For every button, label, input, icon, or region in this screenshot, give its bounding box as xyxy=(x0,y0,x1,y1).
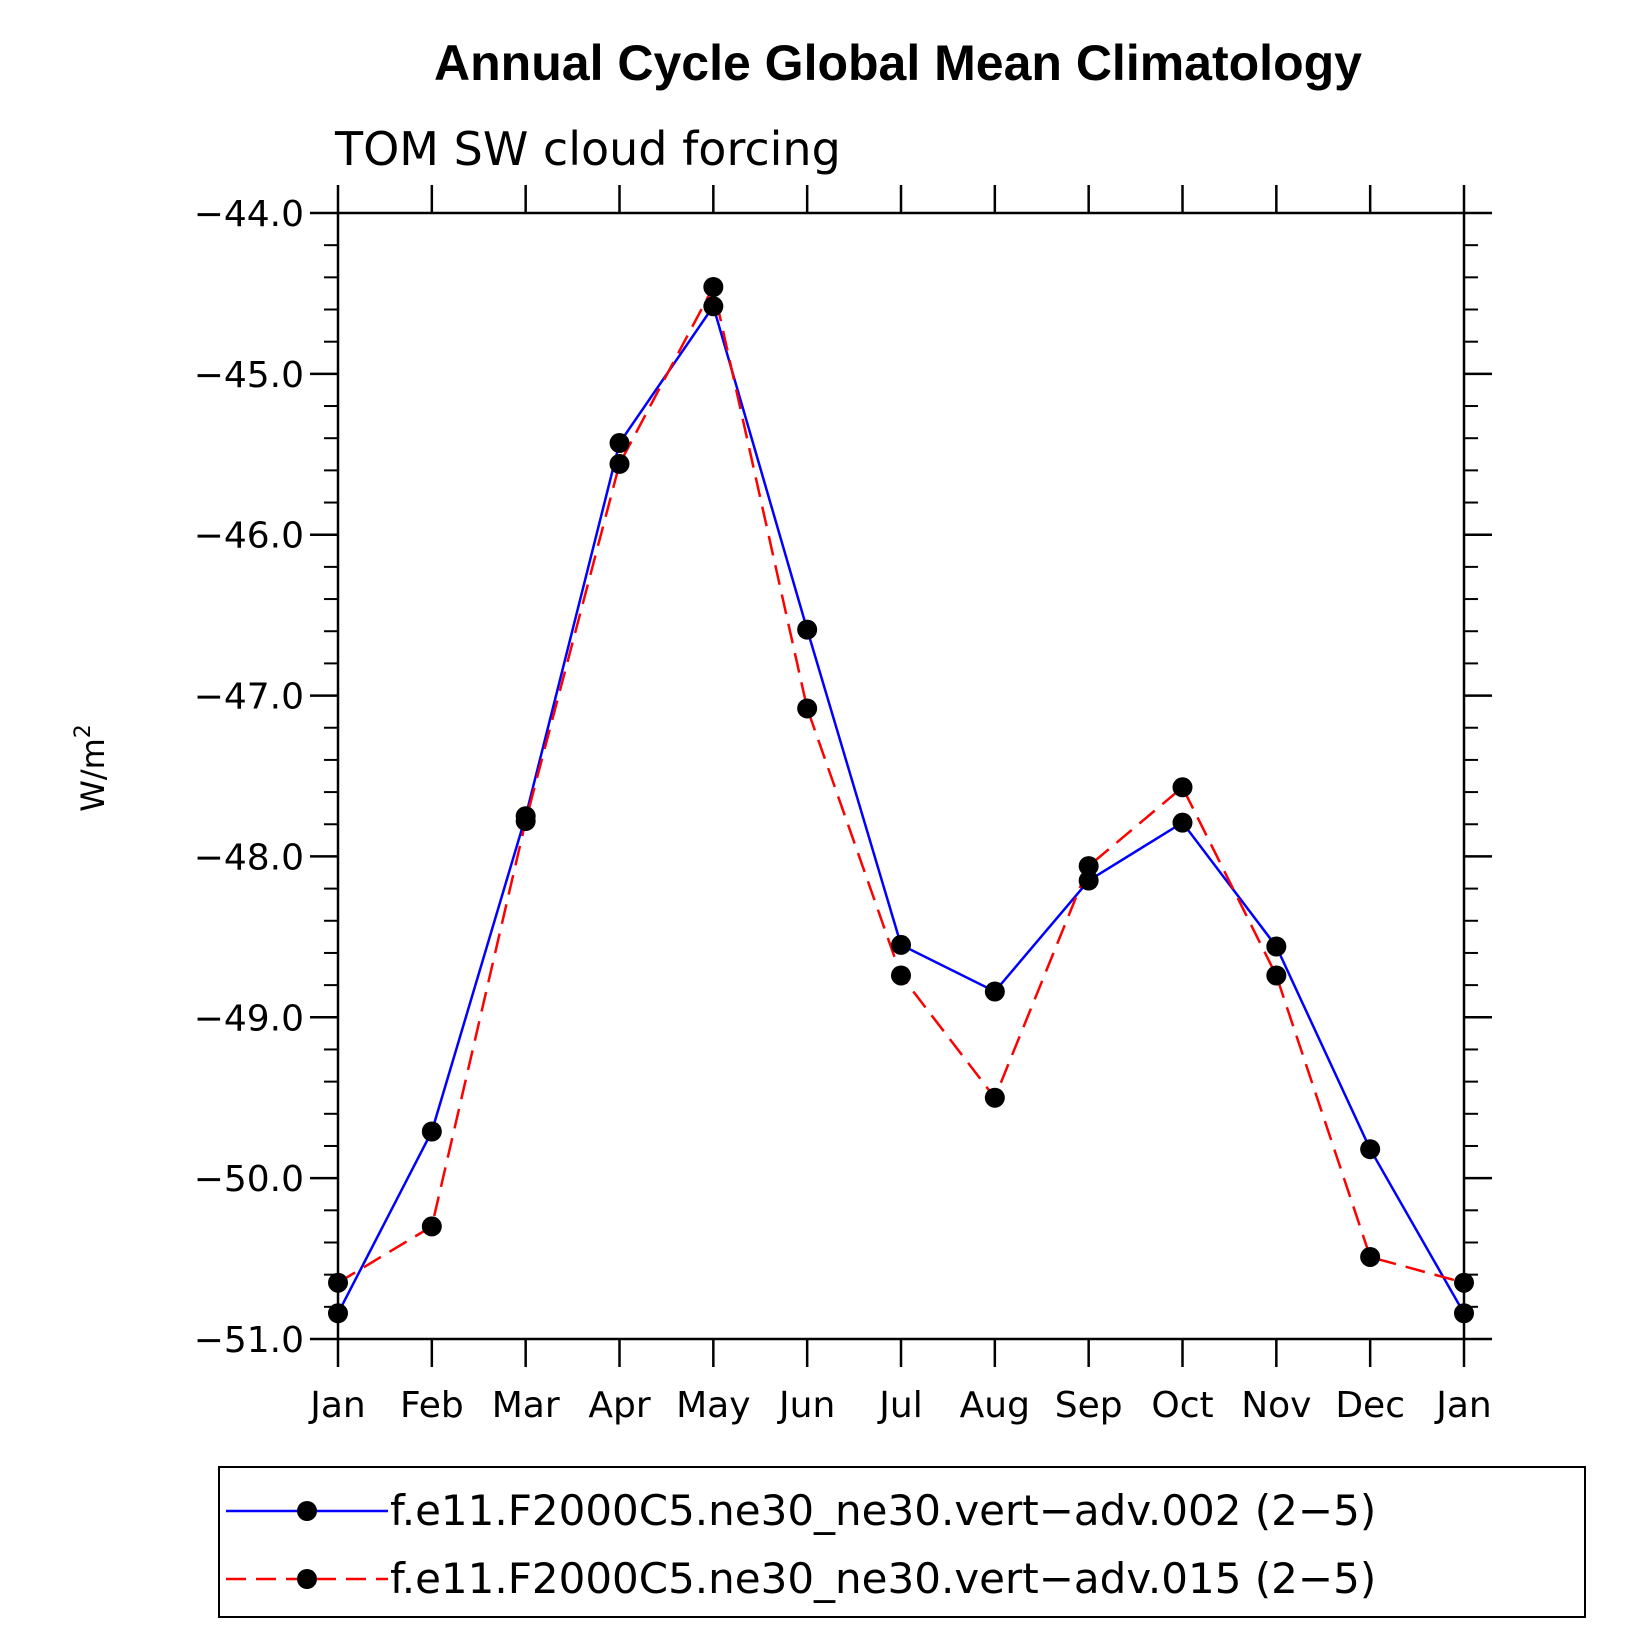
y-tick-label: −48.0 xyxy=(194,837,304,878)
x-tick-label: Jun xyxy=(777,1385,835,1426)
x-tick-label: Sep xyxy=(1055,1385,1123,1426)
series-1-point-jun xyxy=(797,619,818,640)
series-2-point-apr xyxy=(609,453,630,474)
x-tick-label: Nov xyxy=(1241,1385,1311,1426)
axis-ticks: −51.0 −50.0 −49.0 −48.0 −47.0 −46.0 −45.0 −44.0… xyxy=(194,185,1492,1426)
chart-subtitle: TOM SW cloud forcing xyxy=(334,122,841,176)
y-tick-label: −46.0 xyxy=(194,516,304,557)
legend-label-series-2: f.e11.F2000C5.ne30_ne30.vert−adv.015 (2−… xyxy=(390,1554,1376,1603)
series-2-point-nov xyxy=(1266,965,1287,986)
series-1-point-jul xyxy=(891,934,911,955)
x-tick-label: May xyxy=(676,1385,750,1426)
plot-frame xyxy=(336,211,1466,1341)
y-axis-label-superscript: 2 xyxy=(71,724,96,738)
y-tick-label: −49.0 xyxy=(194,998,304,1039)
legend-box xyxy=(218,1466,1586,1618)
series-2-point-mar xyxy=(515,811,536,832)
series-1-point-nov xyxy=(1266,936,1287,957)
series-line-1 xyxy=(336,303,1466,1314)
y-axis-label-text: W/m xyxy=(74,738,112,812)
y-tick-label: −44.0 xyxy=(194,194,304,235)
series-1-point-oct xyxy=(1172,812,1193,833)
legend-marker-series-1 xyxy=(297,1501,317,1521)
svg-text:W/m2: W/m2 xyxy=(71,724,112,812)
series-2-point-jan xyxy=(328,1272,348,1293)
series-layer xyxy=(328,276,1474,1324)
series-1-point-aug xyxy=(984,981,1005,1002)
series-1-point-jan xyxy=(1454,1303,1474,1324)
series-2-point-jun xyxy=(797,698,818,719)
x-tick-label: Mar xyxy=(492,1385,560,1426)
chart-title: Annual Cycle Global Mean Climatology xyxy=(434,35,1362,91)
series-1-point-may xyxy=(703,296,724,317)
y-tick-label: −51.0 xyxy=(194,1320,304,1361)
x-tick-label: Jul xyxy=(877,1385,922,1426)
series-1-point-sep xyxy=(1078,870,1099,891)
x-tick-label: Aug xyxy=(960,1385,1030,1426)
series-2-point-oct xyxy=(1172,777,1193,798)
x-tick-label: Jan xyxy=(308,1385,366,1426)
y-axis-label: W/m2 xyxy=(71,724,112,812)
series-1-point-jan xyxy=(328,1303,348,1324)
y-tick-label: −45.0 xyxy=(194,355,304,396)
y-tick-label: −47.0 xyxy=(194,677,304,718)
series-1-point-apr xyxy=(609,433,630,454)
legend-marker-series-2 xyxy=(297,1569,317,1589)
y-tick-label: −50.0 xyxy=(194,1159,304,1200)
legend: f.e11.F2000C5.ne30_ne30.vert−adv.002 (2−… xyxy=(218,1466,1586,1618)
series-2-point-jul xyxy=(891,965,911,986)
series-line-2 xyxy=(337,283,1465,1284)
series-2-point-dec xyxy=(1360,1246,1381,1267)
series-2-point-feb xyxy=(421,1216,442,1237)
series-1-point-feb xyxy=(421,1121,442,1142)
series-1-point-dec xyxy=(1360,1139,1381,1160)
x-tick-label: Feb xyxy=(400,1385,464,1426)
series-2-point-sep xyxy=(1078,856,1099,877)
series-2-point-aug xyxy=(984,1087,1005,1108)
series-2-point-may xyxy=(703,276,724,297)
x-tick-label: Apr xyxy=(588,1385,650,1426)
x-tick-label: Oct xyxy=(1151,1385,1213,1426)
series-2-point-jan xyxy=(1454,1272,1474,1293)
legend-label-series-1: f.e11.F2000C5.ne30_ne30.vert−adv.002 (2−… xyxy=(390,1486,1376,1535)
x-tick-label: Jan xyxy=(1434,1385,1492,1426)
x-tick-label: Dec xyxy=(1335,1385,1405,1426)
